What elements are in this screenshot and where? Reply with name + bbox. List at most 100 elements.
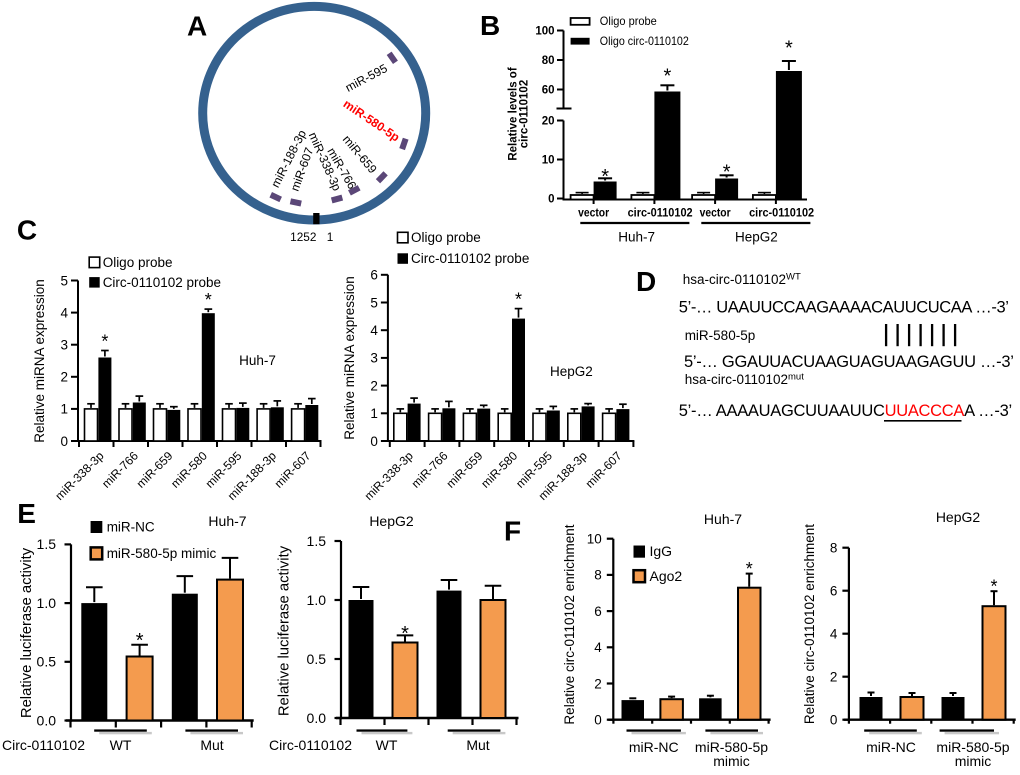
svg-text:*: * [746,559,753,579]
svg-text:WT: WT [376,737,398,753]
svg-text:mimic: mimic [955,753,992,769]
svg-text:1: 1 [327,230,334,244]
svg-text:Huh-7: Huh-7 [208,513,246,529]
svg-text:WT: WT [110,737,132,753]
svg-text:hsa-circ-0110102mut: hsa-circ-0110102mut [685,372,805,388]
svg-text:Oligo probe: Oligo probe [411,230,481,245]
svg-text:*: * [664,66,672,88]
svg-text:Oligo probe: Oligo probe [600,14,657,28]
svg-text:Oligo circ-0110102: Oligo circ-0110102 [600,34,689,48]
svg-text:6: 6 [370,268,378,283]
svg-text:10: 10 [587,532,602,547]
svg-text:miR-580-5p: miR-580-5p [685,328,756,343]
svg-text:Relative circ-0110102 enrichme: Relative circ-0110102 enrichment [802,524,817,724]
svg-text:5’-… GGAUUACUAAGUAGUAAGAGUU …-: 5’-… GGAUUACUAAGUAGUAAGAGUU …-3’ [684,353,1014,371]
svg-text:Mut: Mut [466,737,489,753]
svg-text:HepG2: HepG2 [550,364,593,379]
svg-text:*: * [136,630,144,652]
svg-text:HepG2: HepG2 [936,509,981,525]
svg-text:4: 4 [830,627,838,642]
svg-text:2: 2 [370,378,378,393]
svg-text:8: 8 [594,568,602,583]
svg-text:C: C [17,215,37,246]
svg-text:HepG2: HepG2 [735,230,778,245]
svg-text:Circ-0110102 probe: Circ-0110102 probe [411,251,529,266]
svg-text:0.5: 0.5 [37,654,57,670]
svg-text:0: 0 [830,713,838,728]
svg-text:Huh-7: Huh-7 [704,511,742,527]
svg-text:*: * [785,38,793,60]
svg-text:vector: vector [700,206,731,220]
svg-text:F: F [504,516,521,547]
svg-text:Circ-0110102: Circ-0110102 [269,737,352,753]
svg-text:Relative miRNA expression: Relative miRNA expression [342,276,357,440]
svg-text:D: D [636,266,656,297]
svg-text:1.5: 1.5 [37,536,57,552]
svg-text:0: 0 [60,434,68,449]
svg-text:*: * [101,332,108,352]
svg-text:1.0: 1.0 [307,592,327,608]
svg-text:8: 8 [830,541,838,556]
svg-text:*: * [515,290,522,310]
svg-text:*: * [601,166,609,188]
svg-text:2: 2 [830,670,838,685]
svg-text:*: * [990,577,997,597]
svg-text:3: 3 [60,338,68,353]
svg-text:E: E [17,498,36,529]
svg-text:hsa-circ-0110102WT: hsa-circ-0110102WT [683,272,801,288]
svg-text:0: 0 [594,713,602,728]
svg-text:Mut: Mut [200,737,223,753]
svg-text:*: * [401,623,409,645]
svg-text:6: 6 [594,604,602,619]
svg-text:circ-0110102: circ-0110102 [628,206,693,220]
svg-text:2: 2 [60,370,68,385]
svg-text:IgG: IgG [650,543,673,559]
svg-text:mimic: mimic [713,753,750,769]
svg-text:miR-NC: miR-NC [629,739,679,755]
svg-text:4: 4 [60,305,68,320]
svg-text:5: 5 [370,295,378,310]
svg-text:Ago2: Ago2 [650,568,683,584]
svg-text:*: * [205,290,212,310]
svg-text:circ-0110102: circ-0110102 [519,80,531,148]
svg-text:HepG2: HepG2 [369,513,414,529]
svg-text:0: 0 [370,434,378,449]
svg-text:0.5: 0.5 [307,651,327,667]
svg-text:Relative luciferase activity: Relative luciferase activity [19,547,35,718]
svg-text:Circ-0110102 probe: Circ-0110102 probe [103,275,221,290]
svg-text:miR-NC: miR-NC [107,520,155,535]
svg-text:Relative miRNA expression: Relative miRNA expression [32,279,47,443]
svg-text:10: 10 [542,155,555,167]
svg-text:20: 20 [542,116,555,128]
svg-text:1.0: 1.0 [37,595,57,611]
svg-text:miR-580-5p: miR-580-5p [936,739,1009,755]
svg-text:miR-580-5p: miR-580-5p [695,739,768,755]
svg-text:0.0: 0.0 [307,710,327,726]
svg-text:1252: 1252 [290,230,316,244]
svg-text:6: 6 [830,584,838,599]
svg-text:circ-0110102: circ-0110102 [749,206,814,220]
svg-text:1: 1 [60,402,68,417]
svg-text:100: 100 [535,26,554,38]
svg-text:A: A [187,11,207,42]
svg-text:0.0: 0.0 [37,712,57,728]
svg-text:80: 80 [542,55,555,67]
svg-text:B: B [480,10,500,41]
svg-text:0: 0 [548,194,554,206]
svg-text:2: 2 [594,676,602,691]
svg-text:1.5: 1.5 [307,533,327,549]
svg-text:miR-580-5p mimic: miR-580-5p mimic [107,546,217,561]
svg-text:vector: vector [578,206,609,220]
svg-text:Huh-7: Huh-7 [239,353,276,368]
svg-text:4: 4 [594,640,602,655]
svg-text:5’-… UAAUUCCAAGAAAACAUUCUCAA …: 5’-… UAAUUCCAAGAAAACAUUCUCAA …-3’ [679,299,1009,317]
svg-text:Relative luciferase activity: Relative luciferase activity [277,545,293,716]
svg-text:Oligo probe: Oligo probe [103,255,173,270]
svg-text:Relative circ-0110102 enrichme: Relative circ-0110102 enrichment [562,524,577,724]
svg-text:3: 3 [370,351,378,366]
svg-text:Relative levels of: Relative levels of [508,67,520,160]
svg-text:5: 5 [60,273,68,288]
svg-text:1: 1 [370,406,378,421]
svg-text:Circ-0110102: Circ-0110102 [2,737,85,753]
svg-text:miR-NC: miR-NC [866,739,916,755]
